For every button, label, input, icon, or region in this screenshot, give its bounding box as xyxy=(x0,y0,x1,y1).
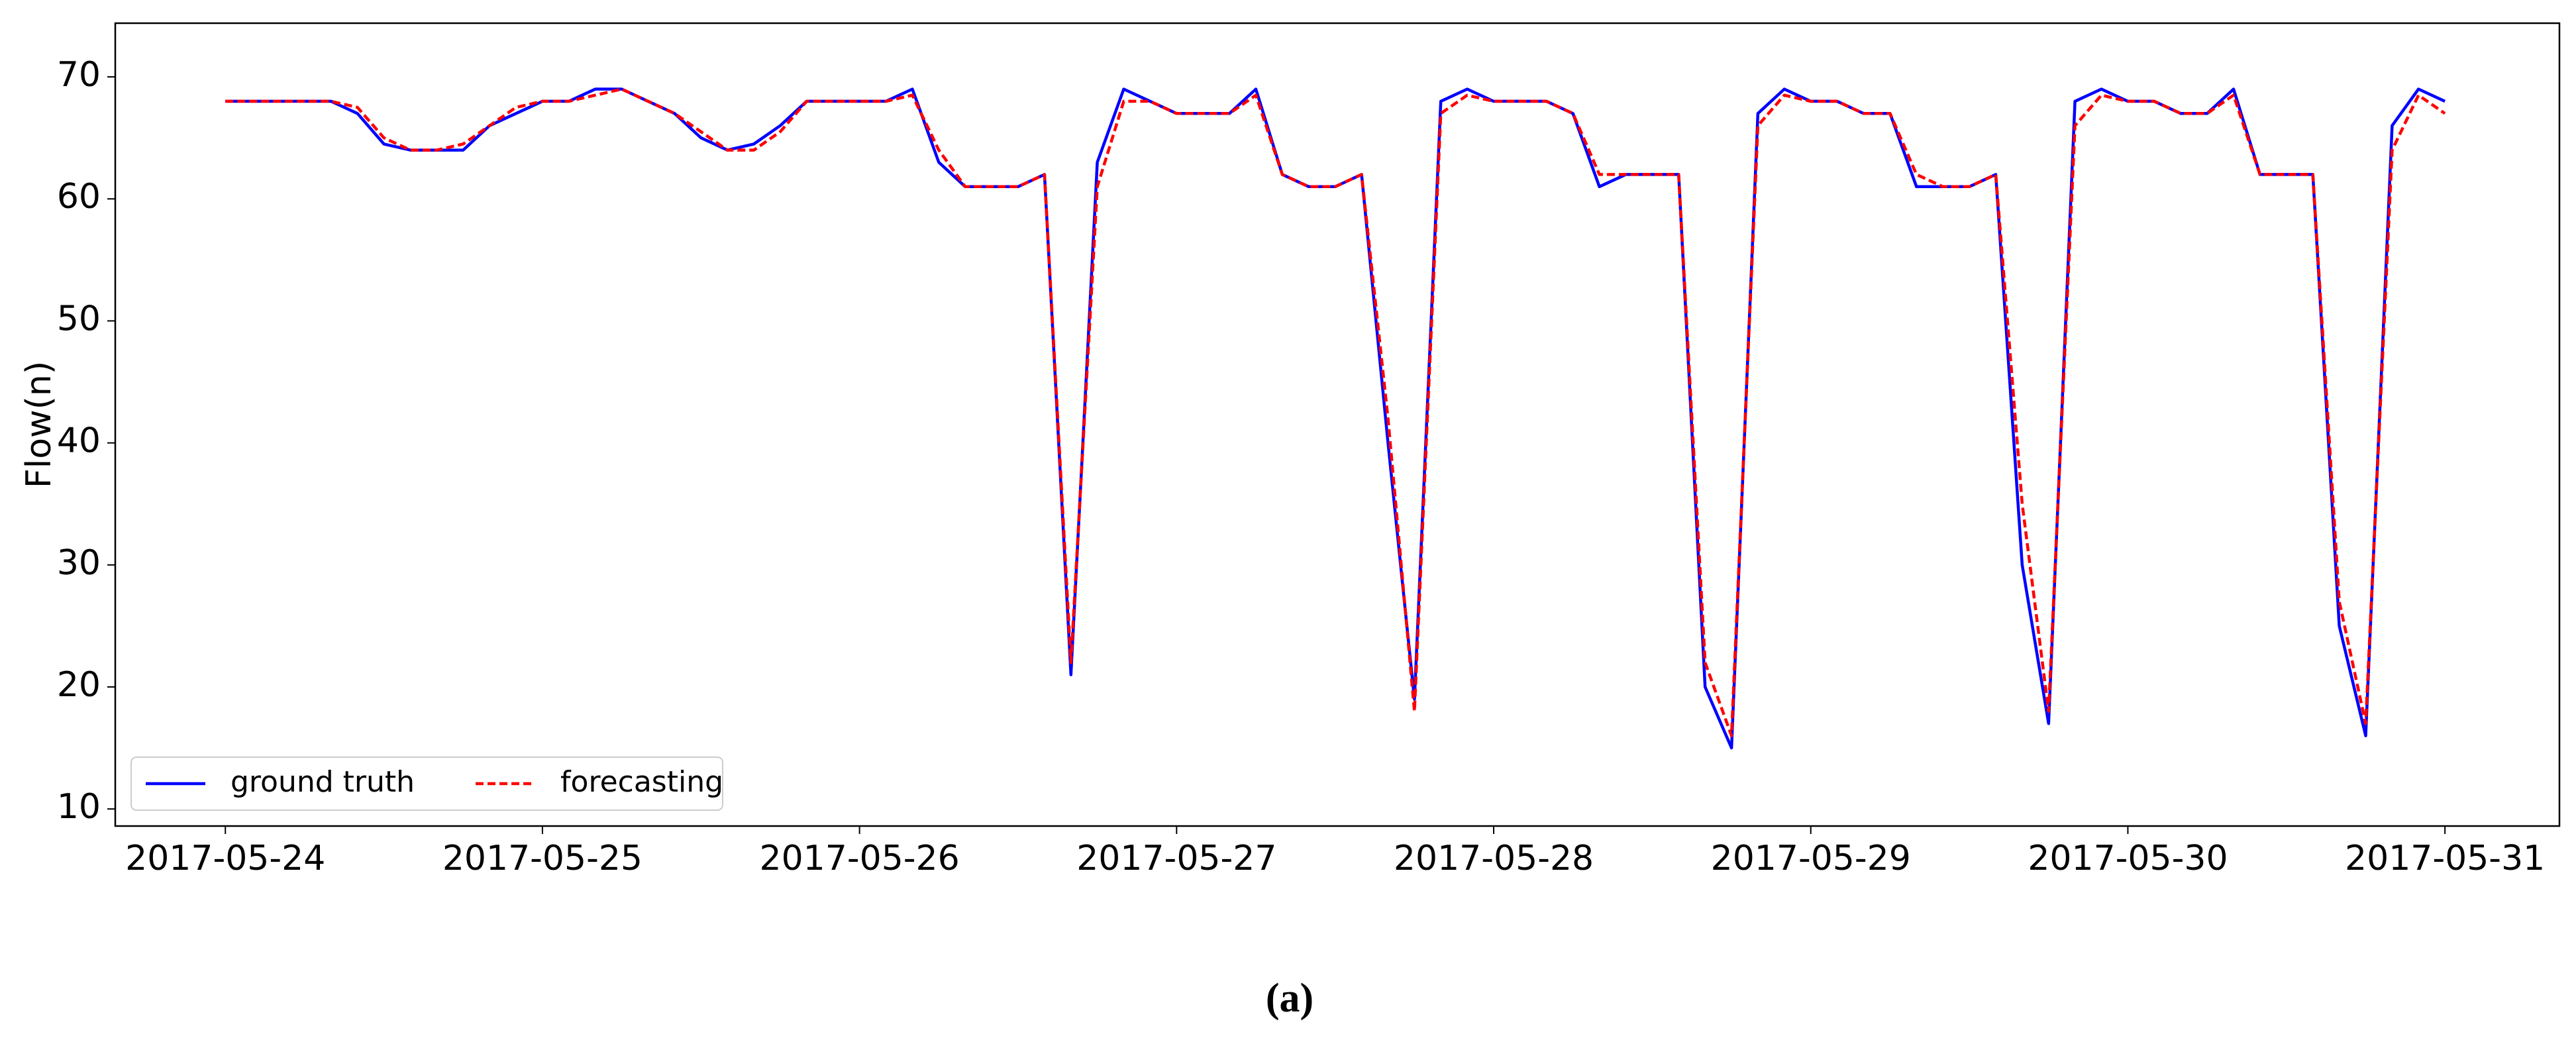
x-tick-label: 2017-05-26 xyxy=(760,839,960,878)
x-tick-label: 2017-05-27 xyxy=(1076,839,1276,878)
y-tick-label: 40 xyxy=(57,421,101,461)
y-tick-label: 70 xyxy=(57,55,101,95)
x-tick-label: 2017-05-24 xyxy=(125,839,325,878)
y-tick-label: 50 xyxy=(57,299,101,338)
x-tick-label: 2017-05-30 xyxy=(2028,839,2228,878)
caption: (a) xyxy=(1266,976,1314,1021)
series-line xyxy=(225,87,2446,737)
legend-label: ground truth xyxy=(231,765,415,799)
y-axis-label: Flow(n) xyxy=(19,361,59,488)
x-tick-label: 2017-05-25 xyxy=(442,839,643,878)
legend-label: forecasting xyxy=(560,765,723,799)
x-tick-label: 2017-05-28 xyxy=(1394,839,1594,878)
y-tick-label: 20 xyxy=(57,665,101,705)
legend-box xyxy=(130,756,723,811)
y-tick-label: 30 xyxy=(57,543,101,583)
y-tick-label: 60 xyxy=(57,177,101,217)
x-tick-label: 2017-05-31 xyxy=(2345,839,2545,878)
plot-frame xyxy=(114,22,2561,827)
x-tick-label: 2017-05-29 xyxy=(1711,839,1911,878)
y-tick-label: 10 xyxy=(57,787,101,827)
legend: ground truth forecasting xyxy=(130,756,723,811)
